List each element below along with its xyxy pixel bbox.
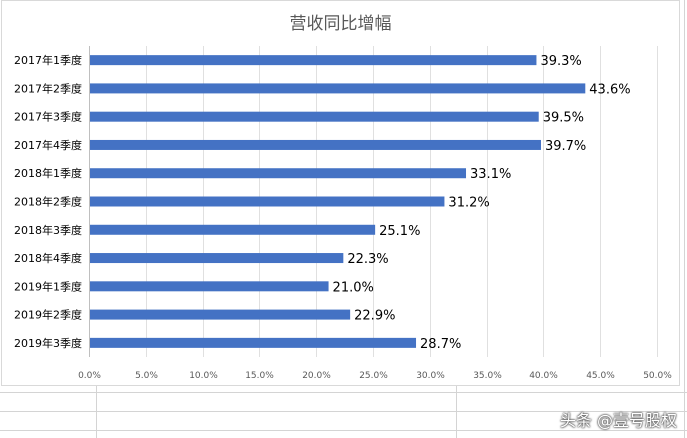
bar bbox=[90, 55, 537, 66]
category-label: 2019年1季度 bbox=[14, 279, 82, 293]
x-tick-label: 40.0% bbox=[529, 371, 558, 381]
chart-title: 营收同比增幅 bbox=[289, 14, 392, 34]
x-tick-label: 25.0% bbox=[359, 371, 388, 381]
category-label: 2018年1季度 bbox=[14, 166, 82, 180]
x-tick-label: 10.0% bbox=[189, 371, 218, 381]
category-label: 2018年4季度 bbox=[14, 251, 82, 265]
category-label: 2017年1季度 bbox=[14, 53, 82, 67]
category-label: 2018年2季度 bbox=[14, 195, 82, 209]
bar bbox=[90, 337, 417, 348]
x-tick-label: 5.0% bbox=[135, 371, 158, 381]
data-label: 21.0% bbox=[333, 280, 374, 295]
category-label: 2019年2季度 bbox=[14, 308, 82, 322]
bar bbox=[90, 83, 586, 94]
x-tick-label: 45.0% bbox=[586, 371, 615, 381]
bar bbox=[90, 168, 467, 179]
x-tick-label: 30.0% bbox=[416, 371, 445, 381]
bar-chart: 0.0% 5.0% 10.0% 15.0% 20.0% 25.0% 30.0% 35.0% 40… bbox=[14, 46, 672, 381]
bar bbox=[90, 139, 541, 150]
data-label: 39.5% bbox=[543, 111, 584, 126]
x-tick-label: 35.0% bbox=[473, 371, 502, 381]
data-label: 25.1% bbox=[379, 224, 420, 239]
data-label: 33.1% bbox=[470, 167, 511, 182]
x-tick-label: 15.0% bbox=[245, 371, 274, 381]
bar bbox=[90, 309, 351, 320]
category-label: 2017年4季度 bbox=[14, 138, 82, 152]
category-label: 2018年3季度 bbox=[14, 223, 82, 237]
category-label: 2017年3季度 bbox=[14, 110, 82, 124]
bar bbox=[90, 281, 329, 292]
data-label: 39.3% bbox=[540, 54, 581, 69]
bar bbox=[90, 253, 344, 264]
chart-area[interactable]: 营收同比增幅 0.0% 5.0% 10.0% 15.0% 20.0% 25.0% 30.0%… bbox=[1, 0, 680, 386]
category-label: 2017年2季度 bbox=[14, 81, 82, 95]
data-label: 28.7% bbox=[420, 337, 461, 352]
x-tick-label: 50.0% bbox=[643, 371, 672, 381]
watermark: 头条 @壹号股权 bbox=[559, 411, 677, 430]
bar bbox=[90, 111, 539, 122]
data-label: 22.3% bbox=[347, 252, 388, 267]
x-tick-label: 0.0% bbox=[78, 371, 101, 381]
data-label: 31.2% bbox=[448, 196, 489, 211]
data-label: 22.9% bbox=[354, 309, 395, 324]
bar bbox=[90, 224, 376, 235]
data-label: 43.6% bbox=[589, 82, 630, 97]
data-label: 39.7% bbox=[545, 139, 586, 154]
x-tick-label: 20.0% bbox=[302, 371, 331, 381]
category-label: 2019年3季度 bbox=[14, 336, 82, 350]
bar bbox=[90, 196, 445, 207]
